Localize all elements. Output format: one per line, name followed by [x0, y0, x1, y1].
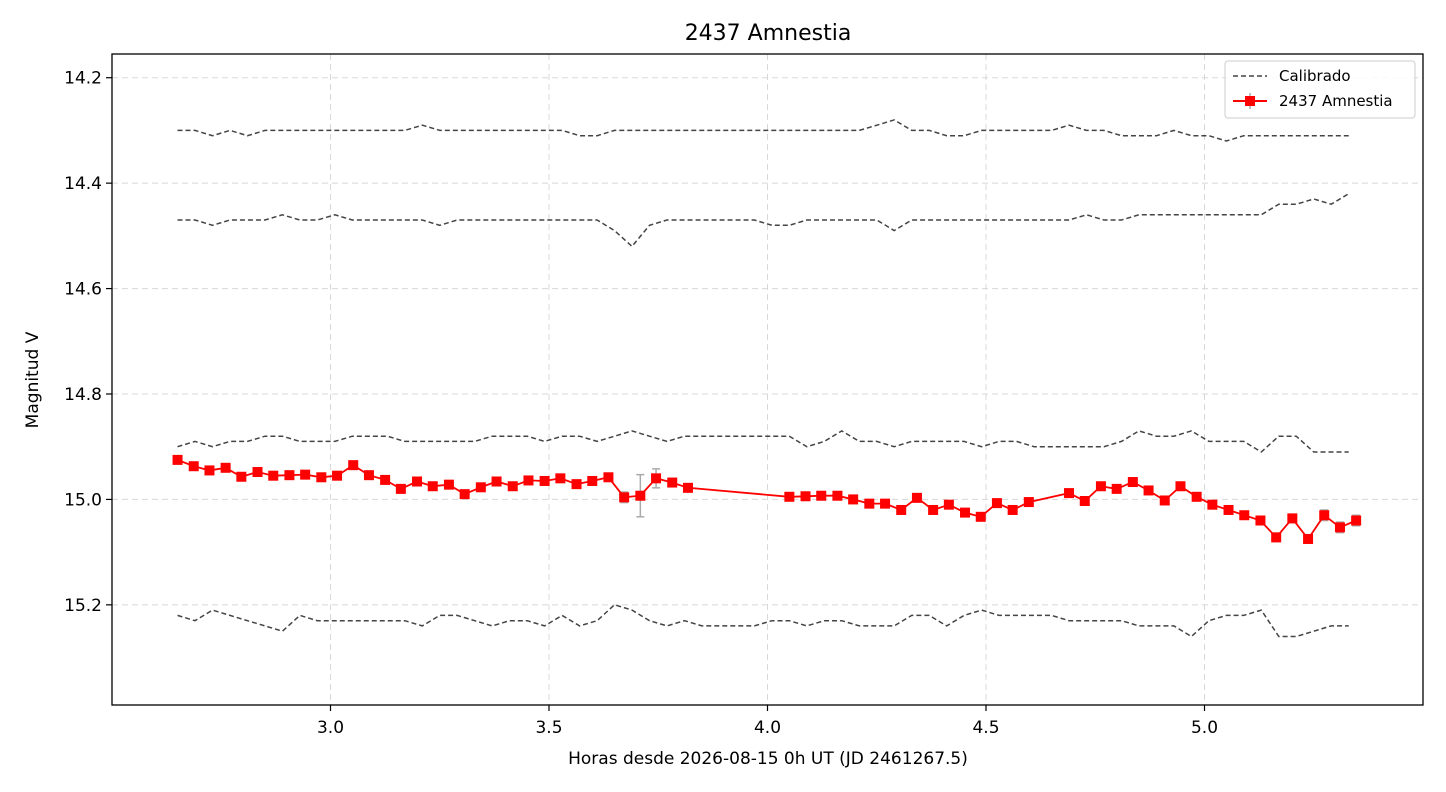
data-point [188, 461, 199, 472]
data-point [1007, 504, 1018, 515]
data-point [943, 499, 954, 510]
data-point [619, 492, 630, 503]
data-point [284, 470, 295, 481]
legend-frame [1224, 60, 1416, 119]
x-tick-label: 5.0 [1191, 718, 1218, 738]
data-point [1079, 496, 1090, 507]
data-point [911, 492, 922, 503]
data-point [252, 467, 263, 478]
data-point [332, 470, 343, 481]
data-point [832, 490, 843, 501]
y-axis: 14.2 14.4 14.6 14.8 15.0 15.2 [64, 69, 112, 616]
data-point [1159, 495, 1170, 506]
data-point [1271, 532, 1282, 543]
x-tick-label: 3.0 [317, 718, 344, 738]
data-point [816, 490, 827, 501]
data-point [960, 507, 971, 518]
data-point [300, 469, 311, 480]
legend-amnestia-label: 2437 Amnestia [1279, 92, 1393, 110]
data-point [172, 454, 183, 465]
data-point [928, 504, 939, 515]
data-point [412, 476, 423, 487]
main-series-group [172, 454, 1362, 544]
data-point [1064, 488, 1075, 499]
legend: Calibrado 2437 Amnestia [1224, 60, 1416, 119]
data-point [1351, 515, 1362, 526]
data-point [1287, 513, 1298, 524]
calibrated-series-line [177, 193, 1350, 248]
data-point [991, 498, 1002, 509]
y-tick-label: 15.0 [64, 490, 102, 510]
data-point [1023, 497, 1034, 508]
data-point [896, 504, 907, 515]
data-point [316, 472, 327, 483]
data-point [1319, 510, 1330, 521]
data-point [587, 475, 598, 486]
data-point [443, 479, 454, 490]
x-axis: 3.0 3.5 4.0 4.5 5.0 [317, 705, 1218, 738]
x-tick-label: 4.5 [972, 718, 999, 738]
calibrated-series-group [177, 119, 1350, 638]
y-tick-label: 14.4 [64, 174, 102, 194]
data-point [1334, 522, 1345, 533]
data-point [603, 472, 614, 483]
legend-calibrado-label: Calibrado [1279, 67, 1351, 85]
data-point [395, 483, 406, 494]
data-point [555, 473, 566, 484]
data-point [800, 491, 811, 502]
data-point [848, 494, 859, 505]
legend-amnestia-marker [1245, 96, 1255, 106]
data-point [539, 475, 550, 486]
data-point [975, 511, 986, 522]
y-tick-label: 15.2 [64, 596, 102, 616]
data-point [268, 470, 279, 481]
x-tick-label: 3.5 [535, 718, 562, 738]
data-point [1111, 483, 1122, 494]
data-point [1095, 481, 1106, 492]
data-point [459, 489, 470, 500]
data-point [635, 490, 646, 501]
data-point [1191, 491, 1202, 502]
x-tick-label: 4.0 [754, 718, 781, 738]
data-point [651, 473, 662, 484]
y-tick-label: 14.8 [64, 385, 102, 405]
data-point [427, 481, 438, 492]
data-point [682, 482, 693, 493]
data-point [475, 482, 486, 493]
data-point [363, 470, 374, 481]
data-point [1303, 533, 1314, 544]
y-tick-label: 14.6 [64, 280, 102, 300]
data-point [880, 498, 891, 509]
calibrated-series-line [177, 603, 1349, 638]
data-point [1255, 515, 1266, 526]
data-point [380, 474, 391, 485]
data-point [507, 481, 518, 492]
y-axis-title: Magnitud V [23, 331, 43, 428]
data-point [220, 462, 231, 473]
x-axis-title: Horas desde 2026-08-15 0h UT (JD 2461267… [568, 749, 968, 769]
data-point [491, 476, 502, 487]
data-point [204, 465, 215, 476]
data-point [1127, 477, 1138, 488]
data-point [571, 479, 582, 490]
data-point [1239, 510, 1250, 521]
data-point [864, 498, 875, 509]
data-point [1223, 504, 1234, 515]
chart-title: 2437 Amnestia [685, 21, 852, 46]
data-point [667, 477, 678, 488]
data-point [523, 475, 534, 486]
data-point [1175, 481, 1186, 492]
data-point [784, 491, 795, 502]
data-point [1207, 499, 1218, 510]
y-tick-label: 14.2 [64, 69, 102, 89]
data-point [348, 460, 359, 471]
grid [112, 54, 1423, 705]
data-point [236, 471, 247, 482]
data-point [1143, 485, 1154, 496]
